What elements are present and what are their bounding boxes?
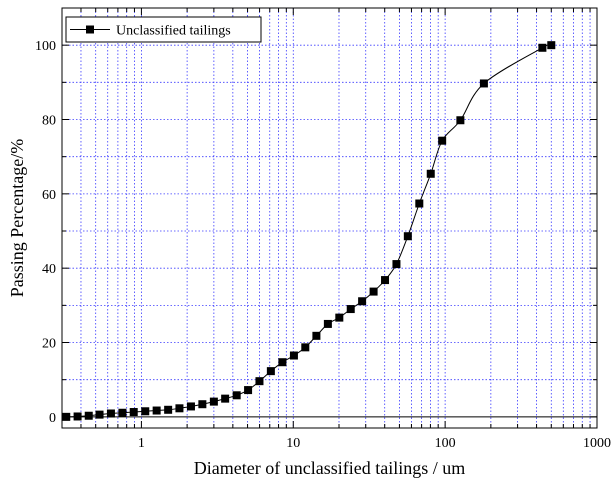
- data-point-marker: [358, 297, 367, 306]
- data-point-marker: [209, 397, 218, 406]
- x-tick-label: 1: [138, 436, 145, 451]
- data-point-marker: [84, 411, 93, 420]
- data-point-marker: [232, 391, 241, 400]
- data-point-marker: [152, 406, 161, 415]
- y-tick-label: 100: [35, 39, 56, 54]
- x-tick-label: 1000: [583, 436, 611, 451]
- data-point-marker: [255, 377, 264, 386]
- data-point-marker: [301, 343, 310, 352]
- y-axis-title: Passing Percentage/%: [7, 139, 27, 297]
- x-tick-label: 100: [435, 436, 456, 451]
- legend: Unclassified tailings: [65, 16, 262, 43]
- data-point-marker: [175, 404, 184, 413]
- legend-marker-square: [86, 25, 94, 34]
- data-point-marker: [73, 412, 82, 421]
- axis-ticks: [61, 8, 597, 428]
- data-point-marker: [538, 43, 547, 52]
- data-point-marker: [266, 367, 275, 376]
- data-point-marker: [392, 260, 401, 269]
- data-point-marker: [289, 351, 298, 360]
- data-point-marker: [415, 199, 424, 208]
- data-point-marker: [221, 394, 230, 403]
- x-axis-title: Diameter of unclassified tailings / um: [194, 458, 465, 478]
- data-point-marker: [547, 41, 556, 50]
- legend-label: Unclassified tailings: [116, 24, 231, 39]
- y-tick-label: 60: [42, 188, 56, 203]
- data-point-marker: [141, 407, 150, 416]
- y-tick-label: 80: [42, 114, 56, 129]
- data-point-marker: [198, 400, 207, 409]
- data-point-marker: [381, 276, 390, 285]
- x-axis-tick-labels: 1 10 100 1000: [138, 436, 611, 451]
- plot-frame: [61, 7, 598, 429]
- data-point-marker: [95, 410, 104, 419]
- data-point-marker: [456, 116, 465, 125]
- data-point-marker: [186, 402, 195, 411]
- data-point-marker: [164, 405, 173, 414]
- y-tick-label: 40: [42, 262, 56, 277]
- y-axis-tick-labels: 0 20 40 60 80 100: [35, 39, 56, 426]
- data-point-marker: [346, 305, 355, 314]
- data-point-marker: [129, 408, 138, 417]
- data-point-marker: [479, 79, 488, 88]
- y-tick-label: 0: [49, 411, 56, 426]
- data-point-marker: [403, 232, 412, 241]
- data-point-marker: [426, 169, 435, 178]
- y-tick-label: 20: [42, 337, 56, 352]
- data-point-marker: [244, 386, 253, 395]
- data-point-marker: [335, 313, 344, 322]
- data-point-marker: [278, 358, 287, 367]
- data-point-marker: [118, 408, 127, 417]
- data-point-marker: [323, 319, 332, 328]
- data-point-marker: [369, 287, 378, 296]
- data-point-marker: [106, 409, 115, 418]
- grid: [61, 8, 597, 428]
- data-point-marker: [312, 331, 321, 340]
- data-point-marker: [438, 136, 447, 145]
- x-tick-label: 10: [286, 436, 300, 451]
- series-markers: [62, 41, 556, 421]
